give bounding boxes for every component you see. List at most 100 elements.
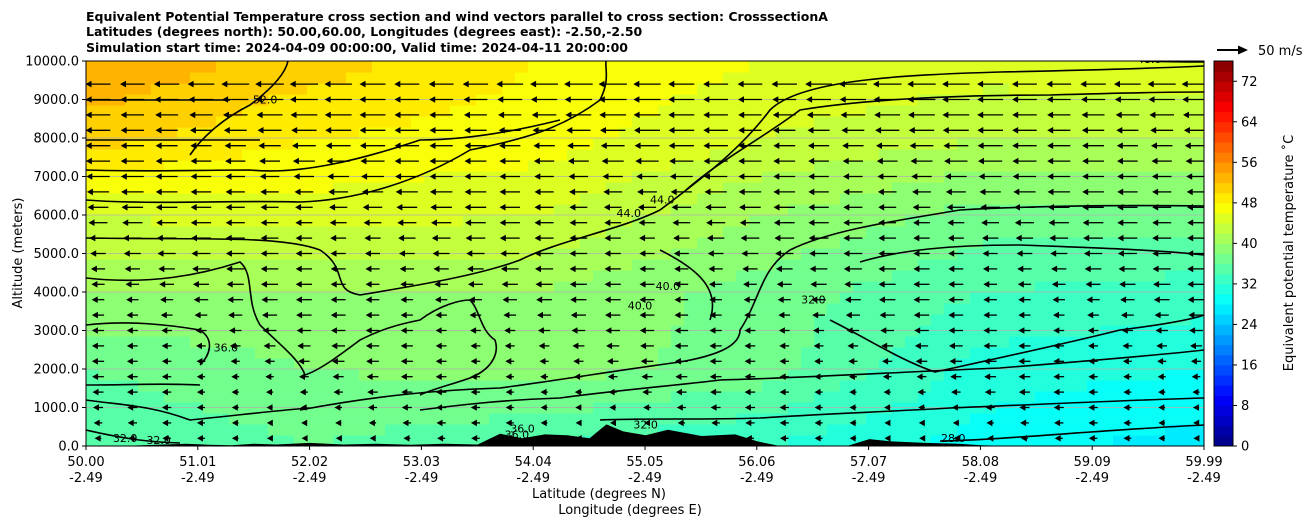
field-cell: [723, 424, 737, 436]
field-cell: [1100, 72, 1114, 84]
field-cell: [437, 61, 451, 73]
field-cell: [684, 72, 698, 84]
field-cell: [320, 314, 334, 326]
field-cell: [1087, 424, 1101, 436]
wind-vector: [744, 404, 755, 411]
field-cell: [333, 83, 347, 95]
field-cell: [86, 435, 100, 446]
field-cell: [138, 259, 152, 271]
field-cell: [567, 380, 581, 392]
field-cell: [1048, 127, 1062, 139]
field-cell: [1152, 314, 1166, 326]
field-cell: [1113, 435, 1127, 446]
wind-vector: [499, 234, 520, 242]
field-cell: [164, 391, 178, 403]
field-cell: [866, 358, 880, 370]
field-cell: [983, 270, 997, 282]
wind-vector: [291, 127, 317, 134]
field-cell: [1126, 182, 1140, 194]
field-cell: [827, 83, 841, 95]
field-cell: [684, 127, 698, 139]
wind-vector: [633, 96, 661, 103]
field-cell: [814, 83, 828, 95]
field-cell: [827, 226, 841, 238]
field-cell: [983, 226, 997, 238]
field-cell: [1022, 160, 1036, 172]
wind-vector: [297, 342, 311, 350]
field-cell: [1139, 391, 1153, 403]
field-cell: [892, 435, 906, 446]
wind-vector: [429, 173, 453, 180]
wind-vector: [918, 404, 925, 411]
field-cell: [463, 391, 477, 403]
field-cell: [944, 127, 958, 139]
wind-vector: [812, 311, 825, 319]
field-cell: [398, 105, 412, 117]
field-cell: [788, 237, 802, 249]
wind-vector: [365, 311, 380, 319]
wind-vector: [361, 173, 384, 180]
field-cell: [203, 72, 217, 84]
field-cell: [476, 149, 490, 161]
wind-vector: [779, 342, 790, 350]
field-cell: [1191, 281, 1204, 293]
field-cell: [801, 226, 815, 238]
field-cell: [359, 226, 373, 238]
wind-vector: [567, 142, 590, 149]
field-cell: [1139, 138, 1153, 150]
field-cell: [1113, 226, 1127, 238]
field-cell: [931, 182, 945, 194]
field-cell: [320, 259, 334, 271]
field-cell: [385, 347, 399, 359]
x-tick-label-lat: 52.02: [291, 455, 328, 470]
field-cell: [372, 314, 386, 326]
field-cell: [359, 424, 373, 436]
field-cell: [905, 391, 919, 403]
wind-vector: [738, 157, 762, 165]
field-cell: [1126, 303, 1140, 315]
field-cell: [203, 369, 217, 381]
field-cell: [684, 259, 698, 271]
field-cell: [515, 149, 529, 161]
field-cell: [892, 259, 906, 271]
x-tick-label-lon: -2.49: [181, 471, 215, 486]
field-cell: [177, 83, 191, 95]
field-cell: [151, 413, 165, 425]
field-cell: [476, 182, 490, 194]
wind-vector: [1047, 188, 1070, 196]
wind-vector: [359, 142, 386, 149]
wind-vector: [1186, 188, 1204, 196]
field-cell: [1152, 358, 1166, 370]
field-cell: [398, 259, 412, 271]
y-tick-label: 3000.0: [34, 324, 80, 339]
field-cell: [1035, 380, 1049, 392]
field-cell: [853, 237, 867, 249]
field-cell: [346, 138, 360, 150]
wind-vector: [1190, 358, 1202, 365]
field-cell: [606, 226, 620, 238]
wind-vector: [568, 173, 589, 180]
wind-vector: [1017, 265, 1032, 273]
field-cell: [190, 358, 204, 370]
wind-vector: [540, 388, 548, 396]
field-cell: [151, 303, 165, 315]
wind-vector: [505, 404, 514, 411]
field-cell: [99, 380, 113, 392]
field-cell: [1113, 149, 1127, 161]
field-cell: [502, 61, 516, 73]
wind-vector: [190, 204, 212, 211]
field-cell: [1165, 72, 1179, 84]
field-cell: [944, 204, 958, 216]
wind-vector: [606, 358, 619, 365]
x-tick-label-lat: 50.00: [67, 455, 104, 470]
wind-vector: [402, 419, 412, 427]
field-cell: [86, 303, 100, 315]
field-cell: [632, 61, 646, 73]
wind-vector: [1158, 388, 1166, 396]
field-cell: [515, 83, 529, 95]
field-cell: [853, 105, 867, 117]
wind-vector: [948, 296, 964, 303]
wind-vector: [295, 234, 313, 242]
field-cell: [723, 138, 737, 150]
field-cell: [502, 292, 516, 304]
